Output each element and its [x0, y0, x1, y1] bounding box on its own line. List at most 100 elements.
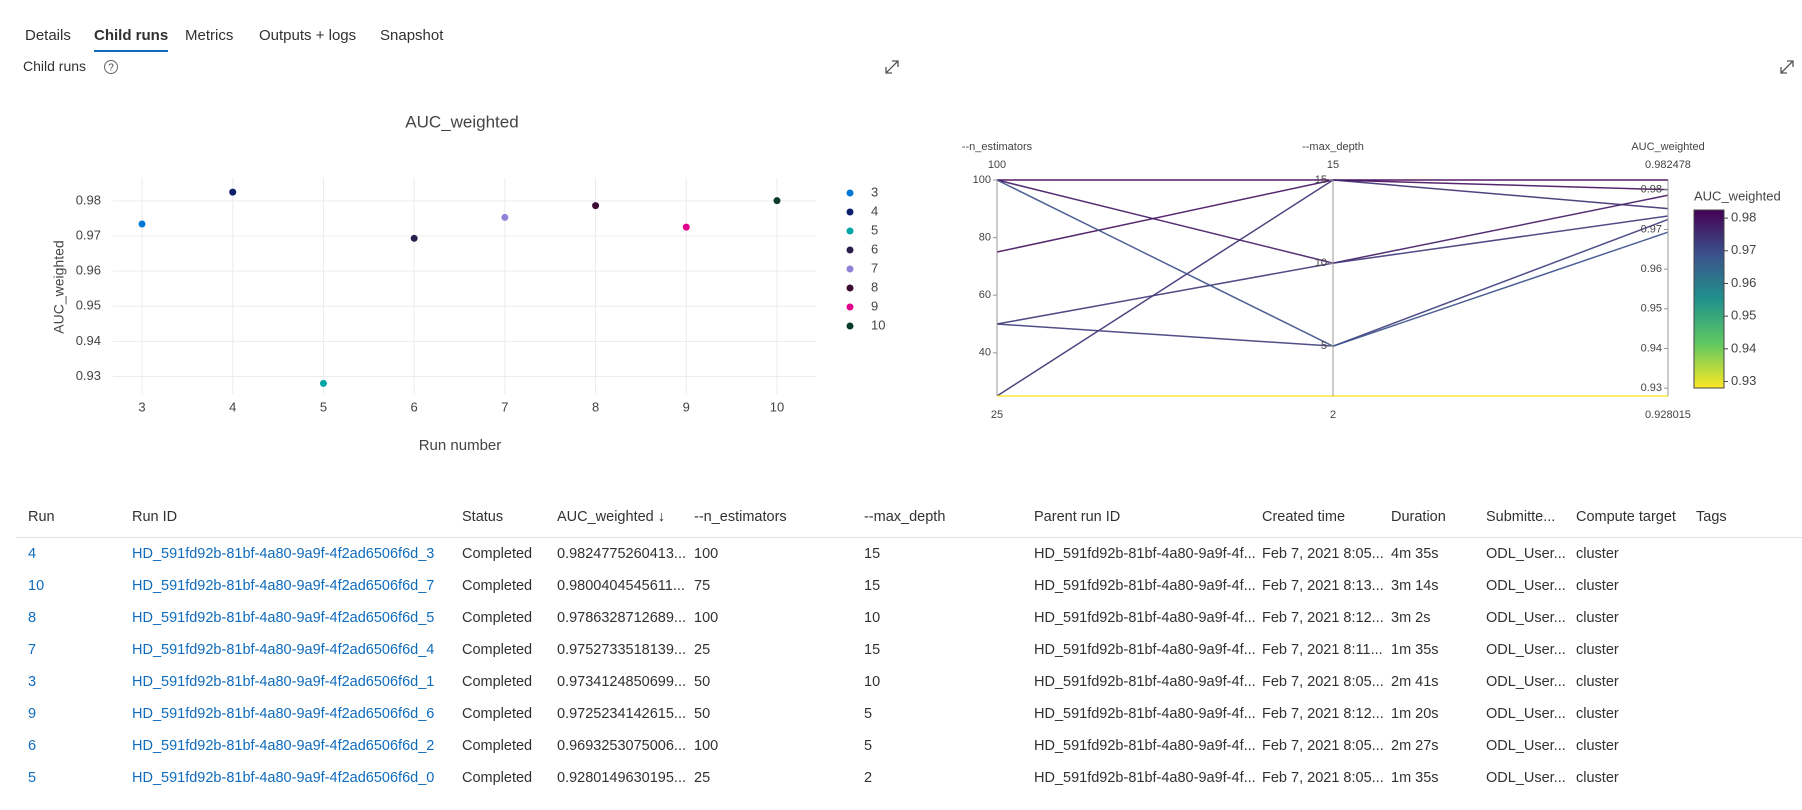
table-cell[interactable]: 7 [28, 642, 37, 658]
legend-label: 8 [871, 279, 878, 294]
table-cell[interactable]: HD_591fd92b-81bf-4a80-9a9f-4f2ad6506f6d_… [132, 642, 435, 658]
table-cell: ODL_User... [1486, 578, 1566, 594]
axis-tick-label: 0.93 [1641, 382, 1662, 394]
table-cell[interactable]: HD_591fd92b-81bf-4a80-9a9f-4f2ad6506f6d_… [132, 738, 435, 754]
table-body: 4 HD_591fd92b-81bf-4a80-9a9f-4f2ad6506f6d… [16, 538, 1802, 795]
table-cell: Completed [462, 578, 533, 594]
column-header[interactable]: Run ID [132, 497, 462, 538]
table-cell[interactable]: 9 [28, 706, 37, 722]
legend-label: 10 [871, 317, 885, 332]
column-header[interactable]: AUC_weighted ↓ [557, 497, 694, 538]
table-cell: cluster [1576, 610, 1619, 626]
data-point [138, 220, 146, 228]
expand-icon[interactable] [1780, 60, 1794, 74]
table-cell: 0.9800404545611... [557, 578, 685, 594]
help-icon[interactable] [104, 60, 118, 74]
range-min-label: 2 [1330, 409, 1336, 421]
expand-icon[interactable] [885, 60, 899, 74]
table-cell[interactable]: 3 [28, 674, 37, 690]
column-header[interactable]: --n_estimators [694, 497, 864, 538]
section-title: Child runs [23, 58, 87, 74]
column-header[interactable]: Run [16, 497, 132, 538]
x-tick-label: 7 [501, 399, 508, 414]
table-cell: 3m 14s [1391, 578, 1439, 594]
table-cell: 1m 20s [1391, 706, 1439, 722]
data-point [682, 223, 690, 231]
table-cell: 10 [864, 674, 881, 690]
column-header[interactable]: Compute target [1576, 497, 1696, 538]
tab[interactable]: Outputs + logs [259, 27, 357, 44]
table-cell: 0.9280149630195... [557, 770, 687, 786]
range-min-label: 25 [991, 409, 1003, 421]
table-cell: cluster [1576, 546, 1619, 562]
dimension-label: --max_depth [1302, 141, 1364, 153]
table-cell [1696, 762, 1802, 794]
table-cell[interactable]: HD_591fd92b-81bf-4a80-9a9f-4f2ad6506f6d_… [132, 546, 435, 562]
legend-marker [846, 303, 854, 311]
table-cell: ODL_User... [1486, 738, 1566, 754]
colorbar-tick-label: 0.98 [1731, 210, 1756, 225]
table-cell: 2m 27s [1391, 738, 1439, 754]
table-cell [1696, 570, 1802, 602]
tab[interactable]: Child runs [94, 27, 169, 52]
table-cell[interactable]: HD_591fd92b-81bf-4a80-9a9f-4f2ad6506f6d_… [132, 770, 435, 786]
table-cell: 15 [864, 578, 881, 594]
tab[interactable]: Metrics [185, 27, 234, 44]
table-cell[interactable]: 4 [28, 546, 37, 562]
table-cell: Feb 7, 2021 8:12... [1262, 610, 1384, 626]
column-header[interactable]: Submitte... [1486, 497, 1576, 538]
column-header[interactable]: Duration [1391, 497, 1486, 538]
table-cell: HD_591fd92b-81bf-4a80-9a9f-4f... [1034, 770, 1256, 786]
range-max-label: 100 [988, 159, 1006, 171]
legend-marker [846, 208, 854, 216]
table-cell[interactable]: 5 [28, 770, 37, 786]
y-tick-label: 0.97 [76, 227, 101, 242]
table-cell: ODL_User... [1486, 770, 1566, 786]
table-row: 7 HD_591fd92b-81bf-4a80-9a9f-4f2ad6506f6d… [16, 634, 1802, 666]
range-max-label: 0.982478 [1645, 159, 1691, 171]
axis-tick-label: 0.95 [1641, 303, 1662, 315]
legend-marker [846, 227, 854, 235]
table-cell: ODL_User... [1486, 546, 1566, 562]
column-header[interactable]: Created time [1262, 497, 1391, 538]
legend-label: 6 [871, 241, 878, 256]
table-cell[interactable]: 6 [28, 738, 37, 754]
legend-marker [846, 265, 854, 273]
column-header[interactable]: Tags [1696, 497, 1802, 538]
data-point [319, 379, 327, 387]
column-header[interactable]: Status [462, 497, 557, 538]
table-cell: cluster [1576, 706, 1619, 722]
table-cell[interactable]: 8 [28, 610, 37, 626]
table-row: 3 HD_591fd92b-81bf-4a80-9a9f-4f2ad6506f6d… [16, 666, 1802, 698]
table-cell: 1m 35s [1391, 642, 1439, 658]
tab[interactable]: Snapshot [380, 27, 444, 44]
column-header[interactable]: Parent run ID [1034, 497, 1262, 538]
table-cell: ODL_User... [1486, 706, 1566, 722]
colorbar-tick-label: 0.95 [1731, 308, 1756, 323]
legend-label: 3 [871, 184, 878, 199]
data-point [410, 234, 418, 242]
table-cell: Feb 7, 2021 8:13... [1262, 578, 1384, 594]
table-cell[interactable]: HD_591fd92b-81bf-4a80-9a9f-4f2ad6506f6d_… [132, 674, 435, 690]
legend-label: 5 [871, 222, 878, 237]
table-cell[interactable]: HD_591fd92b-81bf-4a80-9a9f-4f2ad6506f6d_… [132, 610, 435, 626]
x-tick-label: 10 [770, 399, 784, 414]
table-cell: Feb 7, 2021 8:05... [1262, 546, 1384, 562]
table-row: 10 HD_591fd92b-81bf-4a80-9a9f-4f2ad6506f6… [16, 570, 1802, 602]
help-icon-label: ? [108, 63, 114, 74]
table-cell[interactable]: HD_591fd92b-81bf-4a80-9a9f-4f2ad6506f6d_… [132, 706, 435, 722]
table-cell[interactable]: HD_591fd92b-81bf-4a80-9a9f-4f2ad6506f6d_… [132, 578, 435, 594]
table-cell: Completed [462, 642, 533, 658]
dimension-label: AUC_weighted [1631, 141, 1704, 153]
colorbar-tick-label: 0.96 [1731, 275, 1756, 290]
table-cell: 0.9734124850699... [557, 674, 687, 690]
table-cell: Feb 7, 2021 8:05... [1262, 738, 1384, 754]
table-cell[interactable]: 10 [28, 578, 45, 594]
tab[interactable]: Details [25, 27, 71, 44]
x-tick-label: 6 [411, 399, 418, 414]
column-header[interactable]: --max_depth [864, 497, 1034, 538]
x-tick-label: 3 [138, 399, 145, 414]
table-row: 6 HD_591fd92b-81bf-4a80-9a9f-4f2ad6506f6d… [16, 730, 1802, 762]
legend-label: 9 [871, 298, 878, 313]
